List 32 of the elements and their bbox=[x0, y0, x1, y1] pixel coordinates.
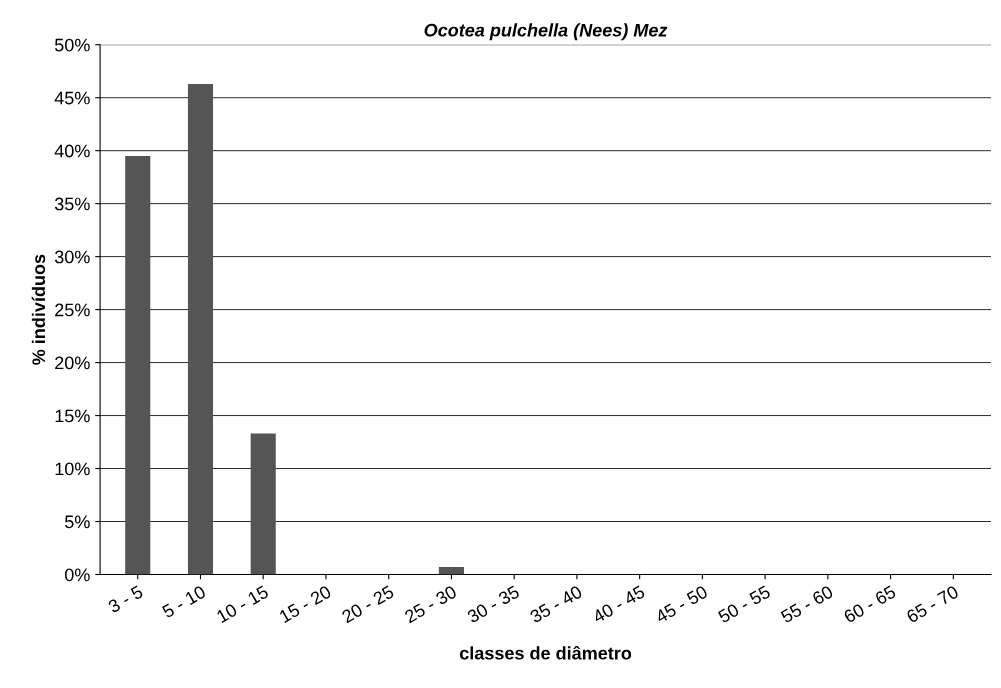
bar bbox=[438, 567, 464, 575]
y-tick-label: 50% bbox=[54, 38, 90, 52]
x-tick-label: 30 - 35 bbox=[466, 584, 521, 624]
y-tick-label: 10% bbox=[55, 462, 90, 476]
x-tick-label: 45 - 50 bbox=[654, 584, 709, 624]
x-tick-label: 40 - 45 bbox=[591, 584, 646, 624]
y-axis-title: % indivíduos bbox=[31, 254, 46, 365]
y-tick-label: 40% bbox=[54, 144, 90, 158]
x-tick-label: 3 - 5 bbox=[107, 584, 144, 614]
y-tick-label: 0% bbox=[64, 568, 90, 582]
x-tick-label: 15 - 20 bbox=[278, 584, 332, 624]
x-tick-label: 25 - 30 bbox=[403, 584, 458, 624]
x-tick-label: 10 - 15 bbox=[215, 584, 270, 624]
y-tick-label: 20% bbox=[55, 356, 90, 370]
x-tick-label: 5 - 10 bbox=[161, 584, 207, 619]
bar bbox=[187, 83, 214, 575]
x-tick-label: 60 - 65 bbox=[842, 584, 897, 624]
bar bbox=[250, 433, 276, 575]
x-tick-label: 55 - 60 bbox=[780, 584, 834, 624]
x-tick-label: 65 - 70 bbox=[905, 584, 960, 624]
y-tick-label: 5% bbox=[65, 515, 90, 529]
y-tick-label: 30% bbox=[54, 250, 90, 264]
bar bbox=[125, 155, 151, 575]
x-axis-title: classes de diâmetro bbox=[459, 645, 632, 660]
x-tick-label: 35 - 40 bbox=[529, 584, 583, 624]
x-tick-label: 20 - 25 bbox=[341, 584, 395, 624]
y-tick-label: 25% bbox=[55, 303, 90, 317]
y-tick-label: 15% bbox=[55, 409, 90, 423]
y-tick-label: 45% bbox=[54, 91, 90, 105]
chart-title: Ocotea pulchella (Nees) Mez bbox=[424, 23, 668, 41]
y-tick-label: 35% bbox=[54, 197, 90, 211]
x-tick-label: 50 - 55 bbox=[717, 584, 772, 624]
